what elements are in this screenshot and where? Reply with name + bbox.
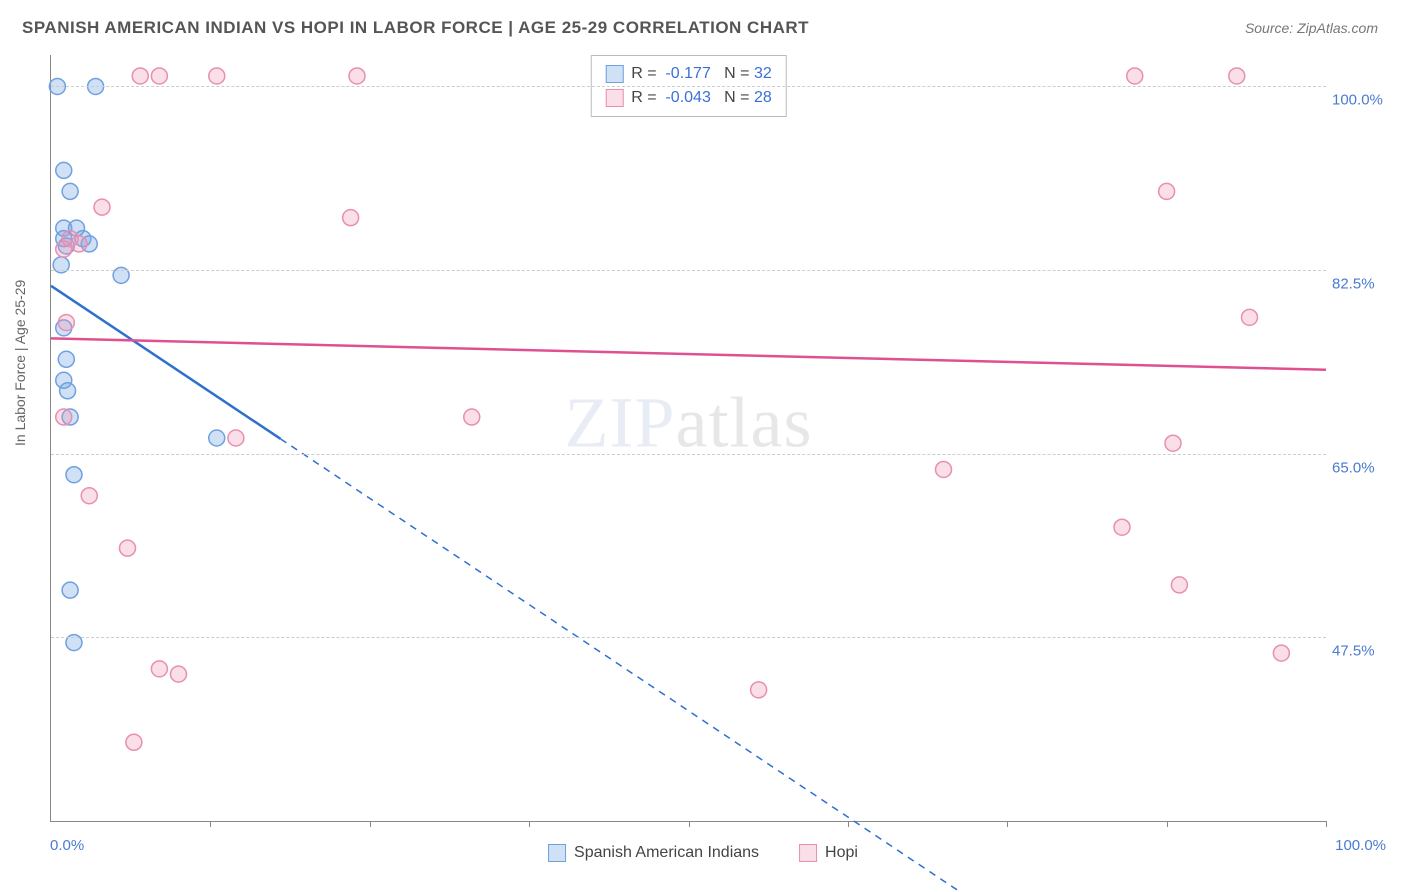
data-point (209, 68, 225, 84)
data-point (1242, 309, 1258, 325)
data-point (62, 582, 78, 598)
trend-line (51, 286, 281, 439)
y-tick-label: 100.0% (1332, 92, 1400, 109)
series-legend-label: Hopi (825, 844, 858, 862)
trend-line (51, 338, 1326, 369)
x-tick (689, 821, 690, 827)
data-point (56, 409, 72, 425)
data-point (81, 488, 97, 504)
data-point (751, 682, 767, 698)
gridline (51, 86, 1326, 87)
legend-row: R = -0.177 N = 32 (605, 62, 772, 86)
series-legend-item: Hopi (799, 844, 858, 862)
data-point (1229, 68, 1245, 84)
data-point (209, 430, 225, 446)
x-tick (1326, 821, 1327, 827)
x-tick (848, 821, 849, 827)
scatter-svg (51, 55, 1326, 821)
series-legend: Spanish American Indians Hopi (548, 844, 858, 862)
gridline (51, 454, 1326, 455)
data-point (151, 68, 167, 84)
x-max-label: 100.0% (1335, 837, 1386, 854)
legend-swatch (605, 65, 623, 83)
data-point (1273, 645, 1289, 661)
series-legend-item: Spanish American Indians (548, 844, 759, 862)
chart-title: SPANISH AMERICAN INDIAN VS HOPI IN LABOR… (22, 18, 809, 38)
data-point (94, 199, 110, 215)
y-tick-label: 82.5% (1332, 276, 1400, 293)
x-tick (1007, 821, 1008, 827)
data-point (936, 461, 952, 477)
legend-stat-text: R = -0.177 N = 32 (631, 62, 772, 86)
data-point (66, 467, 82, 483)
x-min-label: 0.0% (50, 837, 84, 854)
legend-swatch (605, 89, 623, 107)
data-point (1165, 435, 1181, 451)
data-point (1127, 68, 1143, 84)
gridline (51, 637, 1326, 638)
legend-swatch (548, 844, 566, 862)
y-tick-label: 65.0% (1332, 459, 1400, 476)
series-legend-label: Spanish American Indians (574, 844, 759, 862)
data-point (62, 183, 78, 199)
trend-line-dashed (281, 439, 1327, 892)
legend-row: R = -0.043 N = 28 (605, 86, 772, 110)
x-tick (1167, 821, 1168, 827)
data-point (132, 68, 148, 84)
x-tick (529, 821, 530, 827)
legend-swatch (799, 844, 817, 862)
data-point (343, 210, 359, 226)
data-point (151, 661, 167, 677)
data-point (60, 383, 76, 399)
data-point (58, 315, 74, 331)
source-label: Source: ZipAtlas.com (1245, 20, 1378, 36)
data-point (56, 241, 72, 257)
data-point (58, 351, 74, 367)
data-point (120, 540, 136, 556)
data-point (1171, 577, 1187, 593)
y-axis-label: In Labor Force | Age 25-29 (12, 280, 28, 446)
legend-stat-text: R = -0.043 N = 28 (631, 86, 772, 110)
data-point (71, 236, 87, 252)
data-point (464, 409, 480, 425)
data-point (126, 734, 142, 750)
gridline (51, 270, 1326, 271)
data-point (1159, 183, 1175, 199)
data-point (349, 68, 365, 84)
plot-area: ZIPatlas R = -0.177 N = 32R = -0.043 N =… (50, 55, 1326, 822)
data-point (56, 162, 72, 178)
y-tick-label: 47.5% (1332, 643, 1400, 660)
data-point (228, 430, 244, 446)
data-point (1114, 519, 1130, 535)
data-point (171, 666, 187, 682)
x-tick (370, 821, 371, 827)
x-tick (210, 821, 211, 827)
